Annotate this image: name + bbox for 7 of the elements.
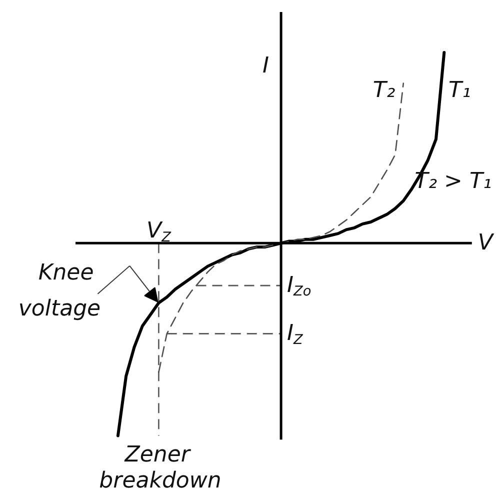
series-label: T₁ — [448, 78, 471, 104]
text: Knee voltage — [18, 260, 101, 322]
text: Zener breakdown — [99, 442, 222, 494]
series-label: T₂ — [372, 78, 396, 104]
x-axis-title: V — [478, 230, 495, 256]
annotation: T₂ > T₁ — [414, 169, 492, 194]
y-axis-title: I — [262, 53, 270, 78]
